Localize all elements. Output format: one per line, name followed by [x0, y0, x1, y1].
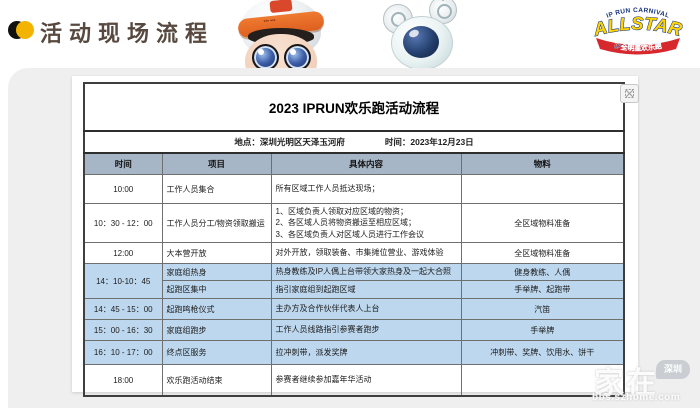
table-row: 14：45 - 15：00 起跑鸣枪仪式 主办方及合作伙伴代表人上台 汽笛 [83, 298, 625, 320]
mascot-mouse-figure [383, 0, 459, 106]
svg-text:IP全明星欢乐跑: IP全明星欢乐跑 [614, 41, 663, 52]
time-cell: 10:00 [83, 174, 163, 204]
table-row: 起跑区集中 指引家庭组到起跑区域 手举牌、起跑带 [84, 280, 625, 299]
boy-eye-right [284, 44, 311, 71]
project-cell: 大本营开放 [161, 242, 272, 264]
time-cell: 18:00 [83, 364, 163, 397]
col-header-time: 时间 [83, 152, 163, 175]
materials-cell: 手举牌 [460, 319, 625, 341]
materials-cell [460, 174, 625, 204]
table-row: 18:00 欢乐跑活动结束 参赛者继续参加嘉年华活动 [83, 364, 625, 397]
col-header-project: 项目 [161, 152, 272, 175]
time-cell: 15：00 - 16：30 [83, 319, 163, 341]
content-cell: 对外开放，领取装备、市集摊位营业、游戏体验 [270, 242, 462, 264]
schedule-panel: 2023 IPRUN欢乐跑活动流程 地点：深圳光明区天泽玉河府 时间：2023年… [72, 76, 638, 397]
logo-ribbon [596, 38, 680, 55]
boy-eye-left [252, 44, 279, 71]
location-label: 地点：深圳光明区天泽玉河府 [234, 137, 345, 147]
time-cell: 10：30 - 12：00 [83, 203, 163, 243]
col-header-content: 具体内容 [270, 152, 462, 175]
materials-cell: 冲刺带、奖牌、饮用水、饼干 [460, 340, 625, 365]
project-cell: 欢乐跑活动结束 [161, 364, 272, 397]
table-row: 10:00 工作人员集合 所有区域工作人员抵达现场； [83, 174, 625, 204]
expand-icon [625, 89, 634, 98]
allstar-logo: IP RUN CARNIVAL ALLSTAR IP全明星欢乐跑 [584, 0, 692, 56]
table-row: 16：10 - 17：00 终点区服务 拉冲刺带，派发奖牌 冲刺带、奖牌、饮用水… [83, 340, 625, 365]
table-title: 2023 IPRUN欢乐跑活动流程 [84, 83, 625, 132]
watermark: 家在 深圳 bbs.szhome.com [586, 350, 700, 408]
slide-bullet-icon [8, 20, 38, 40]
content-cell: 拉冲刺带，派发奖牌 [270, 340, 462, 365]
table-subtitle: 地点：深圳光明区天泽玉河府 时间：2023年12月23日 [84, 131, 625, 154]
watermark-bubble: 深圳 [656, 360, 690, 379]
watermark-text: 家在 [594, 367, 658, 400]
expand-image-button[interactable] [620, 84, 639, 103]
content-cell: 参赛者继续参加嘉年华活动 [270, 364, 462, 397]
materials-cell: 健身教练、人偶 [460, 263, 625, 281]
table-row: 10：30 - 12：00 工作人员分工/物资领取搬运 1、区域负责人领取对应区… [83, 203, 625, 243]
content-cell: 主办方及合作伙伴代表人上台 [270, 298, 462, 320]
time-cell: 14：10-10：45 [83, 263, 163, 299]
table-row: 12:00 大本营开放 对外开放，领取装备、市集摊位营业、游戏体验 全区域物料准… [83, 242, 625, 264]
materials-cell: 汽笛 [460, 298, 625, 320]
allstar-logo-svg: IP RUN CARNIVAL ALLSTAR IP全明星欢乐跑 [590, 7, 685, 55]
schedule-table: 2023 IPRUN欢乐跑活动流程 地点：深圳光明区天泽玉河府 时间：2023年… [83, 82, 626, 397]
time-cell: 14：45 - 15：00 [83, 298, 163, 320]
mouse-visor [403, 26, 439, 58]
logo-banner-text: IP全明星欢乐跑 [613, 41, 662, 53]
date-label: 时间：2023年12月23日 [384, 137, 474, 147]
project-cell: 起跑区集中 [161, 280, 272, 299]
logo-main-text: ALLSTAR [590, 13, 685, 41]
materials-cell: 手举牌、起跑带 [460, 280, 625, 299]
project-cell: 家庭组跑步 [161, 319, 272, 341]
time-cell: 16：10 - 17：00 [83, 340, 163, 365]
project-cell: 工作人员分工/物资领取搬运 [161, 203, 272, 243]
boy-helmet-patch [269, 0, 293, 14]
materials-cell [460, 364, 625, 397]
materials-cell: 全区域物料准备 [460, 203, 625, 243]
table-row: 15：00 - 16：30 家庭组跑步 工作人员线路指引参赛者跑步 手举牌 [83, 319, 625, 341]
materials-cell: 全区域物料准备 [460, 242, 625, 264]
content-cell: 1、区域负责人领取对应区域的物资； 2、各区域人员将物资搬运至相应区域； 3、各… [270, 203, 462, 243]
time-cell: 12:00 [83, 242, 163, 264]
svg-text:ALLSTAR: ALLSTAR [591, 13, 685, 40]
project-cell: 终点区服务 [161, 340, 272, 365]
schedule-rows: 2023 IPRUN欢乐跑活动流程 地点：深圳光明区天泽玉河府 时间：2023年… [83, 83, 625, 397]
project-cell: 工作人员集合 [161, 174, 272, 204]
watermark-url: bbs.szhome.com [592, 392, 681, 403]
project-cell: 家庭组热身 [161, 263, 272, 281]
table-row: 14：10-10：45 家庭组热身 热身教练及IP人偶上台带领大家热身及一起大合… [83, 263, 625, 299]
content-cell: 所有区域工作人员抵达现场； [270, 174, 462, 204]
col-header-materials: 物料 [460, 152, 625, 175]
table-header-row: 时间 项目 具体内容 物料 [83, 152, 625, 175]
page-title: 活动现场流程 [40, 21, 215, 46]
project-cell: 起跑鸣枪仪式 [161, 298, 272, 320]
content-cell: 工作人员线路指引参赛者跑步 [270, 319, 462, 341]
content-cell: 热身教练及IP人偶上台带领大家热身及一起大合照 [270, 263, 462, 281]
content-cell: 指引家庭组到起跑区域 [270, 280, 462, 299]
